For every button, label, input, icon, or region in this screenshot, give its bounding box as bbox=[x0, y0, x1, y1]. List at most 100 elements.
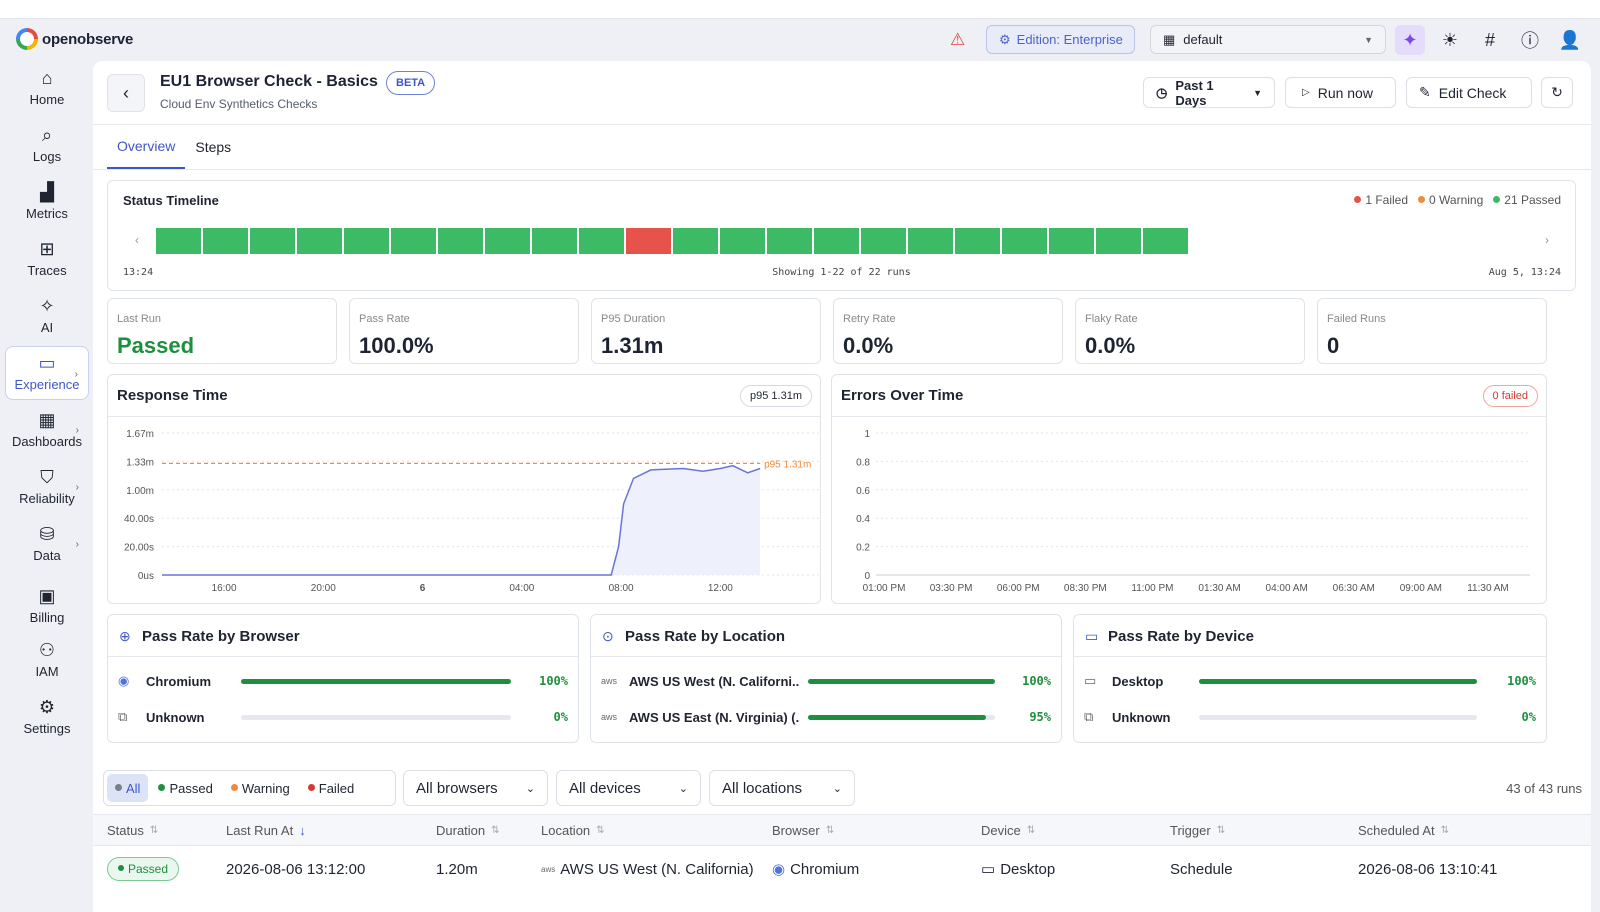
sidebar-item-dashboards[interactable]: ▦ Dashboards › bbox=[5, 403, 89, 457]
filter-all[interactable]: All bbox=[107, 774, 149, 802]
home-icon: ⌂ bbox=[41, 68, 53, 88]
sidebar-item-home[interactable]: ⌂ Home bbox=[5, 61, 89, 115]
filter-warning[interactable]: Warning bbox=[223, 774, 298, 802]
sparkle-icon: ✦ bbox=[1402, 29, 1418, 50]
sidebar-item-logs[interactable]: ⌕ Logs bbox=[5, 118, 89, 172]
kpi-label: Retry Rate bbox=[843, 313, 896, 325]
kpi-label: Last Run bbox=[117, 313, 162, 325]
refresh-button[interactable]: ↻ bbox=[1541, 77, 1573, 108]
sort-icon: ⇅ bbox=[825, 825, 835, 836]
timeline-run-passed[interactable] bbox=[485, 228, 530, 254]
back-button[interactable]: ‹ bbox=[107, 74, 145, 112]
timeline-run-passed[interactable] bbox=[1096, 228, 1141, 254]
scheduled-at-cell: 2026-08-06 13:10:41 bbox=[1358, 860, 1498, 878]
sidebar-item-label: IAM bbox=[35, 664, 59, 679]
run-now-label: Run now bbox=[1317, 84, 1373, 101]
timeline-next-icon[interactable]: › bbox=[1545, 233, 1549, 247]
col-scheduled-at[interactable]: Scheduled At ⇅ bbox=[1358, 823, 1449, 838]
timeline-run-passed[interactable] bbox=[203, 228, 248, 254]
failed-pill: 0 failed bbox=[1482, 385, 1538, 407]
timeline-run-passed[interactable] bbox=[156, 228, 201, 254]
filter-failed[interactable]: Failed bbox=[300, 774, 362, 802]
help-icon: ⓘ bbox=[1521, 31, 1539, 51]
row-pct: 0% bbox=[1521, 710, 1536, 724]
col-location[interactable]: Location ⇅ bbox=[541, 823, 605, 838]
sidebar-item-metrics[interactable]: ▟ Metrics bbox=[5, 175, 89, 229]
timeline-run-passed[interactable] bbox=[720, 228, 765, 254]
check-header: ‹ EU1 Browser Check - Basics BETA Cloud … bbox=[93, 61, 1591, 125]
ai-assistant-button[interactable]: ✦ bbox=[1395, 25, 1425, 55]
col-trigger[interactable]: Trigger ⇅ bbox=[1170, 823, 1225, 838]
col-label: Location bbox=[541, 823, 591, 838]
timeline-prev-icon[interactable]: ‹ bbox=[135, 233, 139, 247]
filter-passed[interactable]: Passed bbox=[150, 774, 220, 802]
col-label: Scheduled At bbox=[1358, 823, 1435, 838]
x-tick-label: 11:30 AM bbox=[1467, 583, 1509, 594]
timeline-run-passed[interactable] bbox=[297, 228, 342, 254]
errors-chart[interactable]: 0 0.2 0.4 0.6 0.8 1 01:00 PM 03:30 PM 06:00 PM 08… bbox=[832, 417, 1548, 605]
y-tick-label: 0.8 bbox=[856, 457, 870, 468]
help-button[interactable]: ⓘ bbox=[1515, 25, 1545, 55]
col-duration[interactable]: Duration ⇅ bbox=[436, 823, 500, 838]
col-browser[interactable]: Browser ⇅ bbox=[772, 823, 834, 838]
location-filter-select[interactable]: All locations ⌄ bbox=[709, 770, 855, 806]
timeline-run-passed[interactable] bbox=[438, 228, 483, 254]
timeline-run-passed[interactable] bbox=[861, 228, 906, 254]
org-select[interactable]: ▦ default ▼ bbox=[1150, 25, 1386, 54]
profile-button[interactable]: 👤 bbox=[1555, 25, 1585, 55]
row-pct: 0% bbox=[553, 710, 568, 724]
sidebar-item-billing[interactable]: ▣ Billing bbox=[5, 579, 89, 633]
sidebar-item-iam[interactable]: ⚇ IAM bbox=[5, 633, 89, 687]
run-now-button[interactable]: ▷ Run now bbox=[1285, 77, 1396, 108]
sidebar-item-settings[interactable]: ⚙ Settings bbox=[5, 690, 89, 744]
time-range-select[interactable]: ◷ Past 1 Days ▼ bbox=[1143, 77, 1275, 108]
sidebar-item-traces[interactable]: ⊞ Traces bbox=[5, 232, 89, 286]
top-bar: openobserve ⚠ ⚙ Edition: Enterprise ▦ de… bbox=[0, 19, 1600, 61]
chevron-right-icon: › bbox=[75, 425, 79, 436]
edit-check-button[interactable]: ✎ Edit Check bbox=[1406, 77, 1532, 108]
timeline-run-passed[interactable] bbox=[344, 228, 389, 254]
tab-steps[interactable]: Steps bbox=[195, 139, 232, 155]
timeline-run-passed[interactable] bbox=[814, 228, 859, 254]
app-logo[interactable]: openobserve bbox=[16, 28, 133, 50]
sidebar-item-data[interactable]: ⛁ Data › bbox=[5, 517, 89, 571]
timeline-run-passed[interactable] bbox=[579, 228, 624, 254]
timeline-run-passed[interactable] bbox=[673, 228, 718, 254]
timeline-run-passed[interactable] bbox=[767, 228, 812, 254]
sidebar-item-ai[interactable]: ✧ AI bbox=[5, 289, 89, 343]
select-value: All browsers bbox=[416, 779, 498, 797]
card-divider bbox=[591, 656, 1061, 657]
timeline-run-passed[interactable] bbox=[250, 228, 295, 254]
col-status[interactable]: Status ⇅ bbox=[107, 823, 158, 838]
card-divider bbox=[108, 416, 820, 417]
timeline-run-passed[interactable] bbox=[1002, 228, 1047, 254]
edition-button[interactable]: ⚙ Edition: Enterprise bbox=[986, 25, 1135, 54]
timeline-run-passed[interactable] bbox=[532, 228, 577, 254]
chevron-right-icon: › bbox=[75, 539, 79, 550]
theme-toggle-button[interactable]: ☀ bbox=[1435, 25, 1465, 55]
device-filter-select[interactable]: All devices ⌄ bbox=[556, 770, 701, 806]
timeline-run-passed[interactable] bbox=[1049, 228, 1094, 254]
timeline-run-passed[interactable] bbox=[908, 228, 953, 254]
response-time-chart[interactable]: 0us 20.00s 40.00s 1.00m 1.33m 1.67m 16:00 20:00… bbox=[108, 417, 822, 605]
sidebar-item-label: Billing bbox=[29, 610, 65, 625]
y-tick-label: 0.6 bbox=[856, 486, 870, 497]
col-last-run-at[interactable]: Last Run At ↓ bbox=[226, 823, 306, 838]
select-value: All devices bbox=[569, 779, 641, 797]
col-device[interactable]: Device ⇅ bbox=[981, 823, 1035, 838]
slack-button[interactable]: # bbox=[1475, 25, 1505, 55]
sidebar-item-reliability[interactable]: ⛉ Reliability › bbox=[5, 460, 89, 514]
timeline-run-failed[interactable] bbox=[626, 228, 671, 254]
timeline-run-passed[interactable] bbox=[391, 228, 436, 254]
tab-overview[interactable]: Overview bbox=[107, 125, 186, 169]
timeline-run-passed[interactable] bbox=[1143, 228, 1188, 254]
sidebar-item-label: Metrics bbox=[26, 206, 68, 221]
kpi-value: 0 bbox=[1327, 333, 1340, 358]
browser-filter-select[interactable]: All browsers ⌄ bbox=[403, 770, 548, 806]
pass-rate-row: aws AWS US West (N. Californi... 100% bbox=[601, 671, 1051, 691]
sidebar-item-experience[interactable]: ▭ Experience › bbox=[5, 346, 89, 400]
warning-icon[interactable]: ⚠ bbox=[950, 30, 966, 49]
timeline-run-passed[interactable] bbox=[955, 228, 1000, 254]
kpi-failed-runs: Failed Runs 0 bbox=[1317, 298, 1547, 364]
row-pct: 100% bbox=[1507, 674, 1536, 688]
